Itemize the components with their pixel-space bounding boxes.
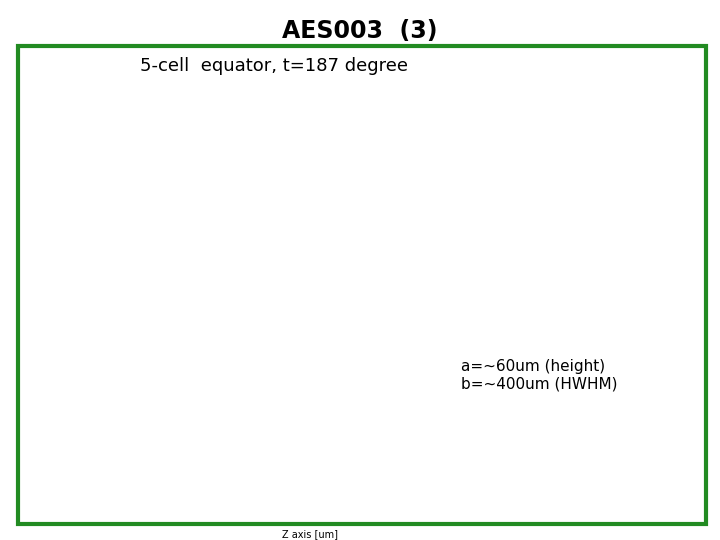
Y-axis label: Profile [um]: Profile [um] — [138, 383, 147, 440]
Legend: Profile  [ut]: Profile [ut] — [191, 322, 255, 334]
Text: Z-axis: Z-axis — [277, 210, 315, 222]
Text: a=~60um (height)
b=~400um (HWHM): a=~60um (height) b=~400um (HWHM) — [461, 359, 617, 392]
Text: 100: 100 — [634, 184, 657, 197]
Title: AES03 No1 bead profile: AES03 No1 bead profile — [256, 309, 363, 318]
X-axis label: Z axis [um]: Z axis [um] — [282, 529, 338, 539]
Text: Plotted line: Plotted line — [277, 193, 348, 206]
Text: 5-cell  equator, t=187 degree: 5-cell equator, t=187 degree — [140, 57, 408, 75]
Text: AES003  (3): AES003 (3) — [282, 19, 438, 43]
